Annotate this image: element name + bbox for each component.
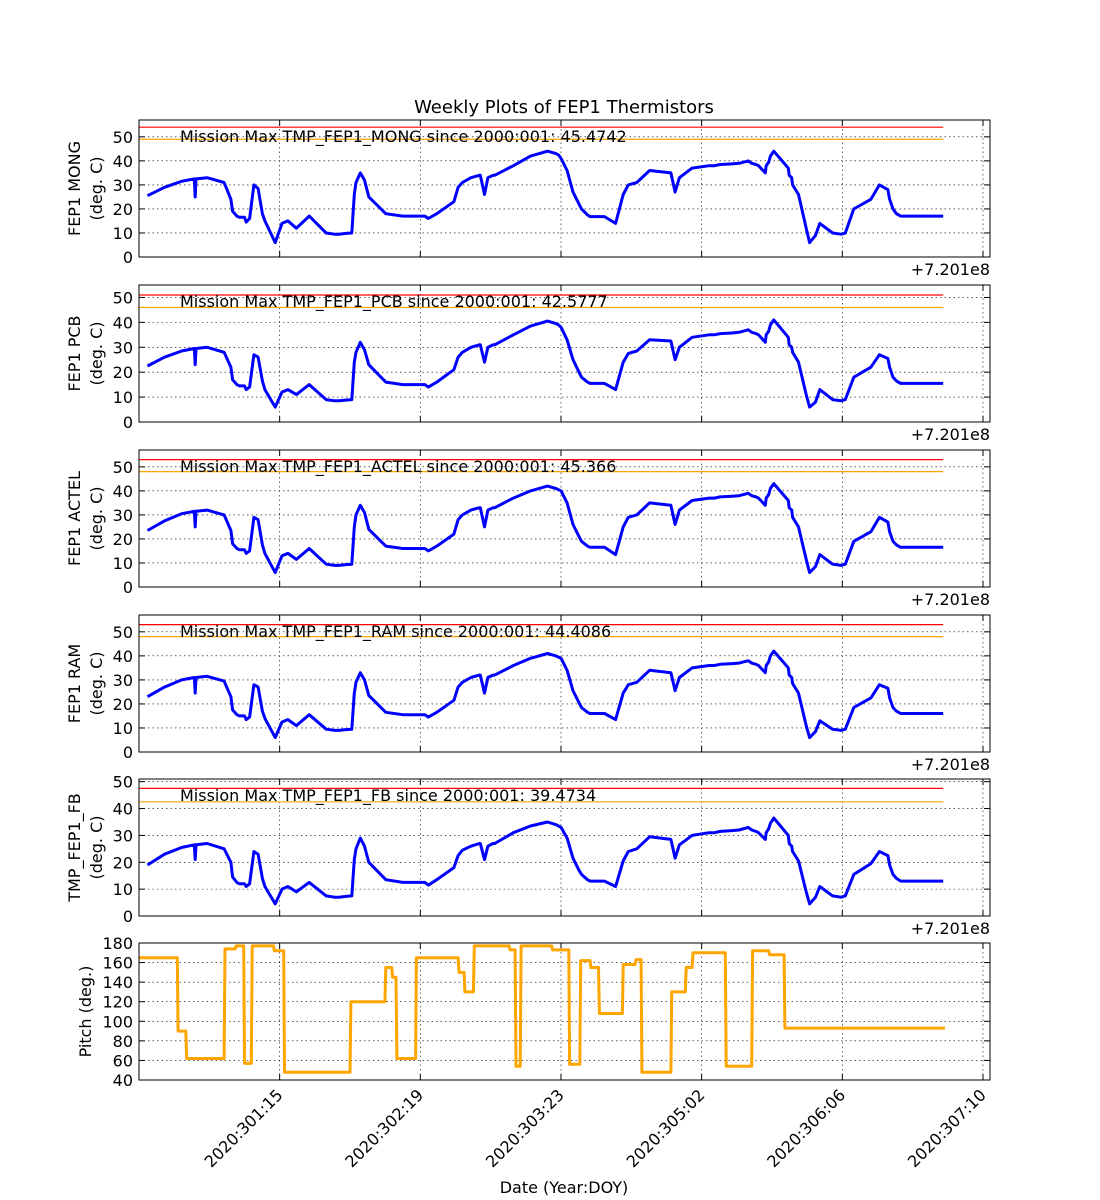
- y-tick-label: 20: [113, 695, 133, 714]
- y-tick-label: 0: [123, 578, 133, 597]
- series-line: [146, 149, 944, 245]
- y-tick-label: 10: [113, 554, 133, 573]
- y-tick-label: 50: [113, 623, 133, 642]
- y-tick-label: 30: [113, 176, 133, 195]
- axes-frame: [138, 449, 991, 588]
- y-tick-label: 40: [113, 800, 133, 819]
- y-tick-label: 60: [113, 1051, 133, 1070]
- axes-frame: [138, 778, 991, 917]
- y-tick-label: 30: [113, 671, 133, 690]
- y-axis-label: FEP1 RAM: [65, 644, 84, 723]
- y-axis-label: FEP1 PCB: [65, 315, 84, 391]
- offset-text: +7.201e8: [911, 260, 990, 279]
- y-tick-label: 160: [102, 954, 133, 973]
- panel-1: 0 10 20 30 40 50 Mission Max TMP_FEP1_MONG sin…: [65, 119, 991, 279]
- y-tick-label: 50: [113, 288, 133, 307]
- axes-frame: [138, 614, 991, 753]
- y-axis-label: (deg. C): [87, 652, 106, 716]
- x-tick-label: 2020:305:02: [623, 1085, 709, 1171]
- y-tick-label: 0: [123, 907, 133, 926]
- y-tick-label: 40: [113, 313, 133, 332]
- y-axis-label: FEP1 ACTEL: [65, 471, 84, 566]
- y-tick-label: 0: [123, 413, 133, 432]
- y-tick-label: 0: [123, 743, 133, 762]
- offset-text: +7.201e8: [911, 919, 990, 938]
- y-axis-label: (deg. C): [87, 322, 106, 386]
- y-tick-label: 10: [113, 719, 133, 738]
- series-line: [146, 649, 944, 740]
- axes-frame: [138, 284, 991, 423]
- axes-frame: [138, 942, 991, 1081]
- series-line: [146, 482, 944, 575]
- y-tick-label: 40: [113, 1071, 133, 1090]
- figure-title: Weekly Plots of FEP1 Thermistors: [414, 97, 714, 118]
- x-tick-label: 2020:306:06: [763, 1085, 849, 1171]
- y-tick-label: 140: [102, 973, 133, 992]
- panel-2: 0 10 20 30 40 50 Mission Max TMP_FEP1_PCB sinc…: [65, 284, 991, 444]
- offset-text: +7.201e8: [911, 425, 990, 444]
- offset-text: +7.201e8: [911, 755, 990, 774]
- series-line: [139, 944, 946, 1074]
- offset-text: +7.201e8: [911, 590, 990, 609]
- mission-max-annotation: Mission Max TMP_FEP1_PCB since 2000:001:…: [180, 292, 608, 312]
- y-tick-label: 10: [113, 388, 133, 407]
- y-tick-label: 20: [113, 363, 133, 382]
- y-axis-label: TMP_FEP1_FB: [65, 793, 85, 903]
- y-axis-label: Pitch (deg.): [76, 966, 95, 1058]
- axes-frame: [138, 119, 991, 258]
- y-tick-label: 30: [113, 826, 133, 845]
- y-tick-label: 50: [113, 128, 133, 147]
- y-tick-label: 20: [113, 200, 133, 219]
- y-tick-label: 30: [113, 506, 133, 525]
- y-tick-label: 10: [113, 880, 133, 899]
- y-tick-label: 10: [113, 224, 133, 243]
- y-tick-label: 50: [113, 458, 133, 477]
- y-tick-label: 50: [113, 773, 133, 792]
- mission-max-annotation: Mission Max TMP_FEP1_ACTEL since 2000:00…: [180, 457, 616, 477]
- y-tick-label: 40: [113, 152, 133, 171]
- y-tick-label: 0: [123, 248, 133, 267]
- x-tick-label: 2020:301:15: [201, 1085, 287, 1171]
- mission-max-annotation: Mission Max TMP_FEP1_RAM since 2000:001:…: [180, 622, 611, 642]
- y-axis-label: (deg. C): [87, 816, 106, 880]
- x-tick-label: 2020:307:10: [904, 1085, 990, 1171]
- panel-3: 0 10 20 30 40 50 Mission Max TMP_FEP1_ACTEL si…: [65, 449, 991, 609]
- series-line: [146, 816, 944, 906]
- panels: 0 10 20 30 40 50 Mission Max TMP_FEP1_MONG sin…: [65, 119, 991, 1171]
- y-axis-label: (deg. C): [87, 487, 106, 551]
- x-axis-label: Date (Year:DOY): [500, 1178, 629, 1197]
- y-tick-label: 20: [113, 853, 133, 872]
- y-tick-label: 120: [102, 993, 133, 1012]
- panel-5: 0 10 20 30 40 50 Mission Max TMP_FEP1_FB since…: [65, 773, 991, 938]
- panel-4: 0 10 20 30 40 50 Mission Max TMP_FEP1_RAM sinc…: [65, 614, 991, 774]
- x-tick-label: 2020:302:19: [341, 1085, 427, 1171]
- y-tick-label: 30: [113, 338, 133, 357]
- y-axis-label: (deg. C): [87, 157, 106, 221]
- mission-max-annotation: Mission Max TMP_FEP1_FB since 2000:001: …: [180, 786, 596, 806]
- series-line: [146, 318, 944, 409]
- x-tick-label: 2020:303:23: [482, 1085, 568, 1171]
- y-axis-label: FEP1 MONG: [65, 141, 84, 236]
- y-tick-label: 40: [113, 482, 133, 501]
- y-tick-label: 80: [113, 1032, 133, 1051]
- y-tick-label: 100: [102, 1012, 133, 1031]
- y-tick-label: 40: [113, 647, 133, 666]
- y-tick-label: 180: [102, 934, 133, 953]
- y-tick-label: 20: [113, 530, 133, 549]
- mission-max-annotation: Mission Max TMP_FEP1_MONG since 2000:001…: [180, 127, 627, 147]
